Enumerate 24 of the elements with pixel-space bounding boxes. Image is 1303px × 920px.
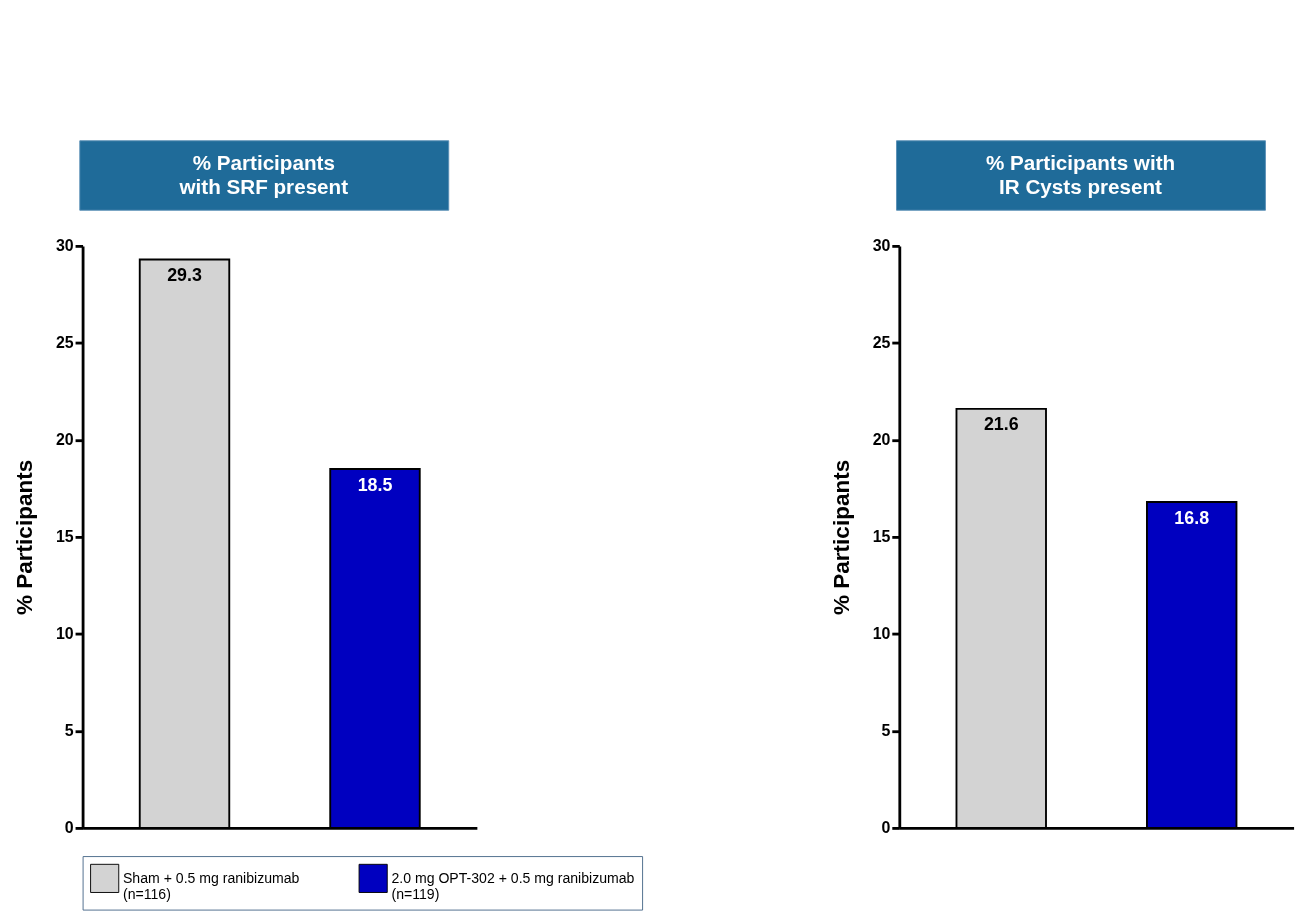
data-label: 21.6 xyxy=(983,414,1019,435)
data-label: 29.3 xyxy=(167,265,202,286)
y-tick-label: 10 xyxy=(872,625,891,643)
data-label: 18.5 xyxy=(357,474,393,495)
chart-title: % Participants with IR Cysts present xyxy=(985,150,1176,199)
y-tick-label: 30 xyxy=(55,237,74,255)
y-tick-label: 5 xyxy=(881,722,891,740)
y-tick-label: 0 xyxy=(881,819,891,837)
y-tick-label: 20 xyxy=(55,431,74,449)
y-axis-title: % Participants xyxy=(12,459,38,615)
y-tick-label: 30 xyxy=(872,237,891,255)
y-axis-title: % Participants xyxy=(829,459,855,615)
y-tick-label: 25 xyxy=(872,334,891,352)
y-tick-label: 0 xyxy=(64,819,74,837)
y-tick-label: 20 xyxy=(872,431,891,449)
y-tick-label: 10 xyxy=(55,625,74,643)
y-tick-label: 15 xyxy=(55,528,74,546)
chart-title: % Participants with SRF present xyxy=(178,150,349,199)
legend-label: Sham + 0.5 mg ranibizumab (n=116) xyxy=(122,870,300,903)
y-tick-label: 25 xyxy=(55,334,74,352)
y-tick-label: 15 xyxy=(872,528,891,546)
y-tick-label: 5 xyxy=(64,722,74,740)
legend-label: 2.0 mg OPT-302 + 0.5 mg ranibizumab (n=119) xyxy=(391,870,635,903)
data-label: 16.8 xyxy=(1174,507,1210,528)
